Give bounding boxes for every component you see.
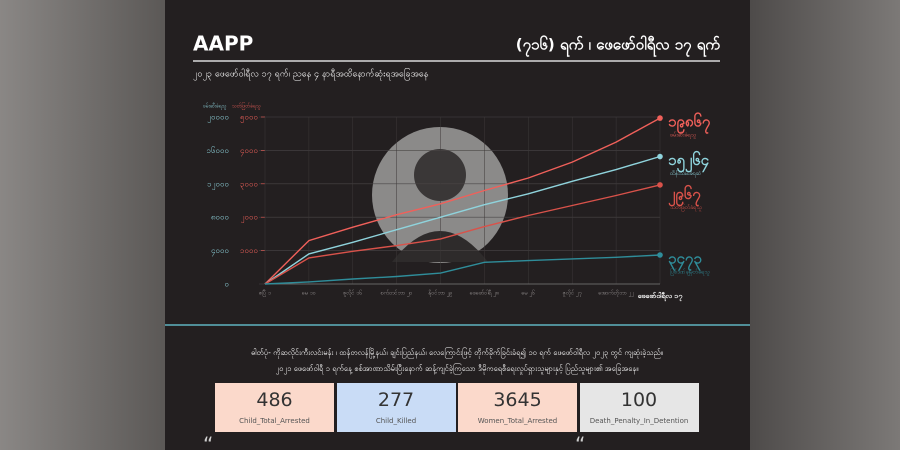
series-line	[264, 254, 661, 285]
value-label: ၁၅၂၆၄	[668, 150, 710, 173]
series-line	[264, 184, 661, 285]
stat-value: 100	[620, 389, 658, 411]
end-point	[657, 153, 663, 160]
quote-mark: “	[203, 433, 213, 450]
stat-card: 3645 Women_Total_Arrested	[458, 383, 577, 432]
stat-label: Death_Penalty_In_Detention	[589, 417, 689, 425]
stat-value: 3645	[493, 389, 542, 411]
x-tick-label: မေ ၂၆	[521, 289, 535, 298]
stat-label: Women_Total_Arrested	[477, 417, 558, 425]
value-label: ၁၉၈၆၇	[668, 112, 711, 135]
y2-tick-label: ၂၀၀၀	[241, 213, 258, 224]
y2-tick-label: ၁၀၀၀	[240, 246, 258, 255]
stat-card: 486 Child_Total_Arrested	[215, 383, 334, 432]
y-tick-label: ၄၀၀၀	[211, 246, 229, 257]
x-tick-label: ဧပြီ ၁	[259, 289, 271, 298]
y-tick-label: ၀	[225, 280, 230, 289]
y2-tick-label: ၃၀၀၀	[240, 179, 258, 190]
stat-card: 277 Child_Killed	[336, 383, 456, 432]
y-tick-label: ၈၀၀၀	[211, 213, 229, 222]
brand: AAPP	[193, 32, 253, 56]
stat-label: Child_Total_Arrested	[239, 417, 310, 425]
paragraph-line: ၂၀၂၁ ဖေဖော်ဝါရီ ၁ ရက်နေ့ စစ်အာဏာသိမ်းပြီ…	[276, 364, 639, 374]
stat-card: 100 Death_Penalty_In_Detention	[579, 383, 699, 432]
x-tick-label: နိုဝင်ဘာ ၂၉	[429, 289, 453, 298]
y2-axis-label: သတ်ဖြတ်ခံရသူ	[231, 103, 261, 110]
end-point	[657, 115, 663, 121]
stat-label: Child_Killed	[375, 417, 417, 425]
y2-tick-label: ၅၀၀၀	[240, 113, 258, 124]
value-label: ၃၄၇၃	[668, 250, 702, 272]
x-tick-label: ဇူလိုင် ၂၇	[563, 289, 582, 298]
end-point	[657, 182, 663, 188]
quote-mark: “	[575, 433, 585, 450]
legend-label: ဖမ်းဆီးခံရသူ	[670, 131, 696, 140]
x-tick-label: အောက်တိုဘာ ၂၂	[598, 289, 634, 298]
series-line	[264, 117, 661, 285]
stat-value: 277	[377, 389, 415, 411]
legend-label: ပြစ်ဒဏ်ချမှတ်ခံရသူ	[670, 267, 710, 277]
legend-label: သတ်ဖြတ်ခံရသူ	[670, 202, 702, 212]
x-tick-label: မေ ၁၀	[302, 291, 316, 297]
subtitle: ၂၀၂၃ ဖေဖော်ဝါရီလ ၁၇ ရက်၊ ညနေ ၄ နာရီအထိနေ…	[193, 68, 429, 81]
y-tick-label: ၁၂၀၀၀	[207, 179, 229, 190]
x-tick-label: ဖေဖော်ဝါရီလ ၁၇	[638, 292, 684, 302]
y-axis-label: ဖမ်းဆီးခံရသူ	[203, 104, 227, 110]
y-tick-label: ၁၆၀၀၀	[207, 145, 230, 155]
value-label: ၂၉၆၇	[668, 184, 701, 207]
y2-tick-label: ၄၀၀၀	[240, 146, 258, 157]
paragraph-line: ဓါတ်ပုံ- ကိုဆလိုင်းကီးလင်းမန်း ၊ ထန်တလန်…	[251, 348, 663, 358]
x-tick-label: စက်တင်ဘာ ၂၀	[381, 289, 413, 298]
end-point	[657, 252, 663, 258]
x-tick-label: ဖေဖော်ဝါရီ ၂၈	[470, 289, 499, 298]
series-line	[264, 155, 661, 285]
y-tick-label: ၂၀၀၀၀	[207, 113, 229, 124]
legend-label: ထိန်းသိမ်းခံရဆဲ	[670, 169, 701, 178]
chart-title: (၇၁၆) ရက် ၊ ဖေဖော်ဝါရီလ ၁၇ ရက်	[516, 35, 721, 58]
stat-value: 486	[256, 389, 293, 411]
portrait-body	[392, 231, 488, 262]
x-tick-label: ဇူလိုင် ၁၆	[343, 289, 362, 298]
portrait-head	[414, 149, 466, 201]
